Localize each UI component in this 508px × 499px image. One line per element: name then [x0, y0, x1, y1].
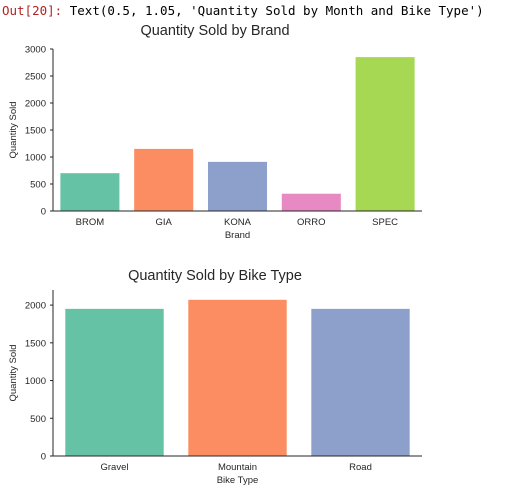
biketype-y-tick-label: 1000	[25, 376, 46, 387]
brand-y-tick-label: 2500	[25, 72, 46, 83]
brand-y-tick-label: 1000	[25, 153, 46, 164]
brand-bar-kona	[207, 161, 268, 211]
output-prompt: Out[20]:	[2, 3, 63, 18]
brand-x-tick-label: GIA	[156, 217, 173, 228]
brand-x-tick-label: BROM	[76, 217, 105, 228]
brand-y-tick-label: 3000	[25, 45, 46, 56]
brand-y-tick-label: 2000	[25, 99, 46, 110]
biketype-bar-road	[311, 308, 410, 456]
biketype-y-tick-label: 0	[41, 452, 46, 463]
brand-bar-brom	[60, 173, 120, 211]
biketype-y-tick-label: 2000	[25, 301, 46, 312]
biketype-y-axis-label: Quantity Sold	[8, 344, 19, 401]
cell-output-line: Out[20]: Text(0.5, 1.05, 'Quantity Sold …	[2, 3, 484, 18]
biketype-chart-title: Quantity Sold by Bike Type	[128, 268, 302, 284]
biketype-x-tick-label: Road	[349, 462, 372, 473]
brand-bar-orro	[281, 193, 341, 211]
brand-x-tick-label: KONA	[224, 217, 252, 228]
brand-chart-title: Quantity Sold by Brand	[140, 23, 289, 39]
biketype-x-axis-label: Bike Type	[217, 475, 259, 486]
biketype-x-tick-label: Mountain	[218, 462, 257, 473]
brand-x-tick-label: SPEC	[372, 217, 398, 228]
biketype-y-tick-label: 1500	[25, 338, 46, 349]
output-text: Text(0.5, 1.05, 'Quantity Sold by Month …	[69, 3, 484, 18]
brand-x-axis-label: Brand	[225, 230, 250, 241]
brand-y-axis-label: Quantity Sold	[8, 101, 19, 158]
brand-x-tick-label: ORRO	[297, 217, 326, 228]
biketype-bar-gravel	[65, 308, 164, 456]
brand-bar-spec	[355, 57, 415, 211]
brand-bar-gia	[134, 148, 194, 211]
biketype-y-tick-label: 500	[30, 414, 46, 425]
biketype-bar-mountain	[188, 299, 287, 456]
biketype-x-tick-label: Gravel	[101, 462, 129, 473]
brand-y-tick-label: 0	[41, 207, 46, 218]
brand-y-tick-label: 500	[30, 180, 46, 191]
brand-y-tick-label: 1500	[25, 126, 46, 137]
